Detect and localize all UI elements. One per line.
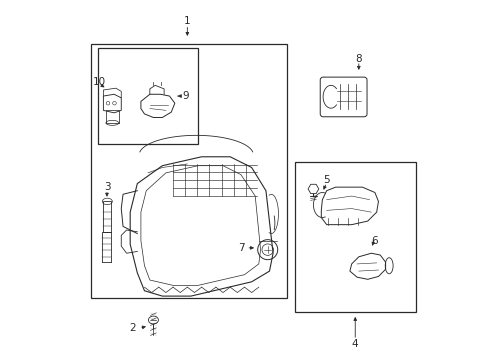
Text: 5: 5 bbox=[323, 175, 329, 185]
Text: 6: 6 bbox=[371, 236, 377, 246]
Text: 1: 1 bbox=[183, 16, 190, 26]
Text: 7: 7 bbox=[237, 243, 244, 253]
Bar bbox=[98, 48, 198, 144]
Text: 4: 4 bbox=[351, 339, 358, 349]
Bar bbox=[103, 202, 111, 232]
Text: 2: 2 bbox=[129, 323, 135, 333]
Text: 10: 10 bbox=[93, 77, 106, 87]
Text: 3: 3 bbox=[103, 182, 110, 192]
Bar bbox=[91, 44, 287, 298]
Text: 9: 9 bbox=[182, 91, 188, 101]
Text: 8: 8 bbox=[355, 54, 362, 64]
Bar bbox=[294, 162, 415, 312]
